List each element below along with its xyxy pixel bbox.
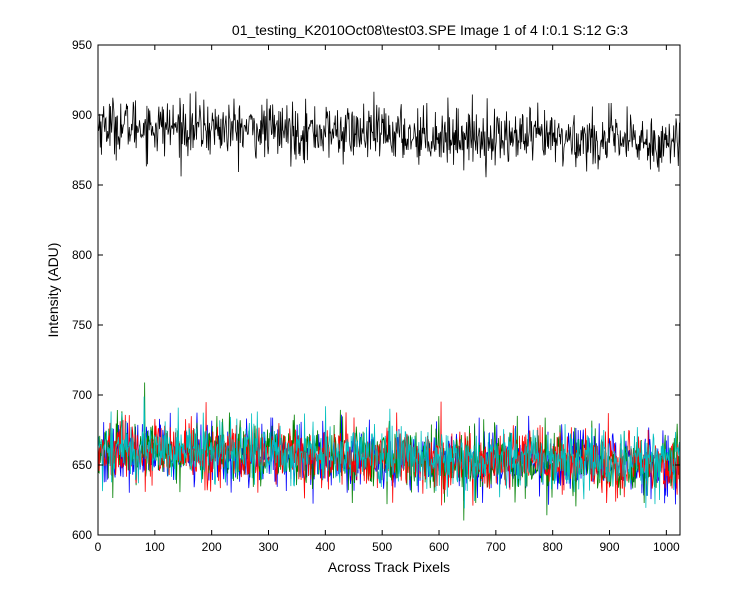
x-tick-label: 1000 (653, 540, 680, 554)
y-axis-label: Intensity (ADU) (45, 243, 61, 338)
x-tick-label: 900 (600, 540, 620, 554)
plot-frame (97, 44, 681, 536)
series-line-5 (97, 396, 681, 509)
x-tick-label: 300 (258, 540, 278, 554)
x-tick-label: 500 (372, 540, 392, 554)
x-tick-label: 600 (429, 540, 449, 554)
chart-title: 01_testing_K2010Oct08\test03.SPE Image 1… (232, 22, 628, 38)
y-tick-label: 700 (72, 388, 92, 402)
series-layer (97, 91, 681, 521)
y-tick-label: 600 (72, 528, 92, 542)
x-tick-label: 100 (145, 540, 165, 554)
y-tick-label: 650 (72, 458, 92, 472)
ticks-layer: 0 100 200 300 400 500 600 700 800 900 1000 600 650 70… (72, 38, 680, 554)
y-tick-label: 900 (72, 108, 92, 122)
y-tick-label: 850 (72, 178, 92, 192)
x-tick-label: 400 (315, 540, 335, 554)
y-tick-label: 750 (72, 318, 92, 332)
x-axis-label: Across Track Pixels (328, 559, 450, 575)
x-tick-label: 0 (95, 540, 102, 554)
x-tick-label: 200 (202, 540, 222, 554)
x-tick-label: 700 (486, 540, 506, 554)
x-tick-label: 800 (543, 540, 563, 554)
y-tick-label: 800 (72, 248, 92, 262)
series-line-1 (97, 91, 681, 178)
y-tick-label: 950 (72, 38, 92, 52)
